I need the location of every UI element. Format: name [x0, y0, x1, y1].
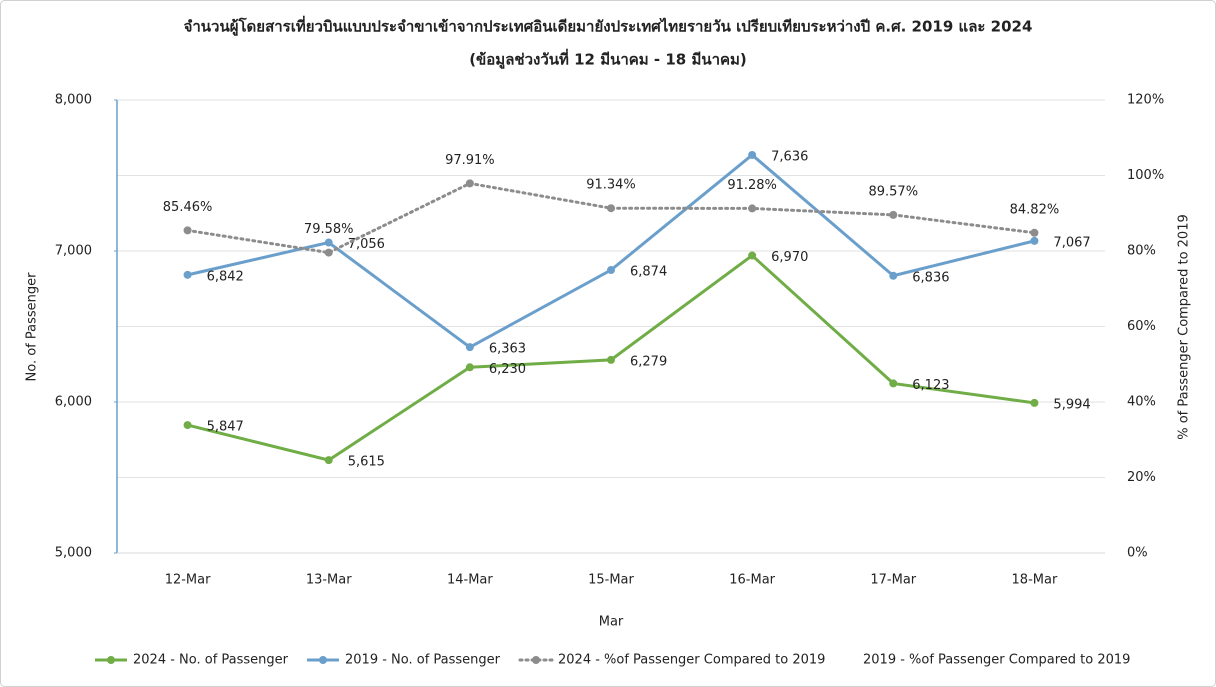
- y-tick-label: 8,000: [55, 93, 92, 108]
- data-label: 6,279: [630, 354, 667, 369]
- data-label: 6,836: [912, 270, 949, 285]
- data-point: [889, 271, 898, 280]
- y-tick-label: 5,000: [55, 546, 92, 561]
- data-label: 91.28%: [727, 178, 777, 193]
- y-axis-label: No. of Passenger: [25, 272, 40, 382]
- y2-axis-label: % of Passenger Compared to 2019: [1177, 214, 1192, 440]
- data-label: 5,994: [1053, 397, 1090, 412]
- data-point: [748, 150, 757, 159]
- y-tick-label: 6,000: [55, 395, 92, 410]
- data-label: 6,874: [630, 265, 667, 280]
- chart-title: จำนวนผู้โดยสารเที่ยวบินแบบประจำขาเข้าจาก…: [184, 16, 1033, 37]
- legend-label: 2019 - %of Passenger Compared to 2019: [863, 653, 1130, 668]
- y2-tick-label: 40%: [1127, 395, 1156, 410]
- y-tick-label: 7,000: [55, 244, 92, 259]
- data-point: [183, 421, 192, 430]
- data-point: [889, 379, 898, 388]
- y2-tick-label: 0%: [1127, 546, 1148, 561]
- data-label: 6,123: [912, 378, 949, 393]
- y2-tick-label: 120%: [1127, 93, 1164, 108]
- y2-tick-label: 100%: [1127, 168, 1164, 183]
- data-point: [1030, 228, 1039, 237]
- data-point: [183, 226, 192, 235]
- y2-tick-label: 20%: [1127, 470, 1156, 485]
- data-label: 7,056: [348, 237, 385, 252]
- x-tick-label: 13-Mar: [306, 573, 352, 588]
- x-tick-label: 15-Mar: [588, 573, 634, 588]
- data-point: [607, 204, 615, 213]
- x-tick-label: 18-Mar: [1012, 573, 1058, 588]
- data-point: [748, 251, 757, 260]
- data-point: [1030, 236, 1039, 245]
- data-label: 5,615: [348, 455, 385, 470]
- data-label: 91.34%: [586, 178, 636, 193]
- data-point: [324, 238, 333, 247]
- data-label: 85.46%: [163, 200, 213, 215]
- y2-tick-label: 80%: [1127, 244, 1156, 259]
- legend-marker: [319, 656, 327, 664]
- chart-subtitle: (ข้อมูลช่วงวันที่ 12 มีนาคม - 18 มีนาคม): [469, 49, 747, 70]
- data-label: 97.91%: [445, 153, 495, 168]
- data-label: 6,970: [771, 250, 808, 265]
- data-point: [889, 210, 898, 219]
- legend-label: 2024 - No. of Passenger: [133, 653, 289, 668]
- data-point: [1030, 398, 1039, 407]
- data-point: [607, 355, 615, 364]
- data-point: [465, 363, 474, 372]
- data-point: [324, 248, 333, 257]
- legend-marker: [532, 656, 540, 664]
- data-point: [748, 204, 757, 213]
- data-label: 79.58%: [304, 222, 354, 237]
- data-label: 89.57%: [868, 184, 918, 199]
- x-tick-label: 16-Mar: [729, 573, 775, 588]
- data-label: 6,230: [489, 362, 526, 377]
- data-label: 5,847: [207, 420, 244, 435]
- data-label: 6,363: [489, 342, 526, 357]
- legend-marker: [107, 656, 115, 664]
- data-label: 84.82%: [1010, 202, 1060, 217]
- legend-label: 2024 - %of Passenger Compared to 2019: [558, 653, 825, 668]
- data-point: [465, 179, 474, 188]
- data-point: [183, 270, 192, 279]
- x-tick-label: 17-Mar: [870, 573, 916, 588]
- data-label: 6,842: [207, 269, 244, 284]
- x-tick-label: 14-Mar: [447, 573, 493, 588]
- y2-tick-label: 60%: [1127, 319, 1156, 334]
- legend-label: 2019 - No. of Passenger: [345, 653, 501, 668]
- data-point: [465, 343, 474, 352]
- data-point: [324, 456, 333, 465]
- data-label: 7,067: [1053, 235, 1090, 250]
- x-axis-label: Mar: [599, 615, 624, 630]
- data-label: 7,636: [771, 149, 808, 164]
- data-point: [607, 266, 615, 275]
- x-tick-label: 12-Mar: [165, 573, 211, 588]
